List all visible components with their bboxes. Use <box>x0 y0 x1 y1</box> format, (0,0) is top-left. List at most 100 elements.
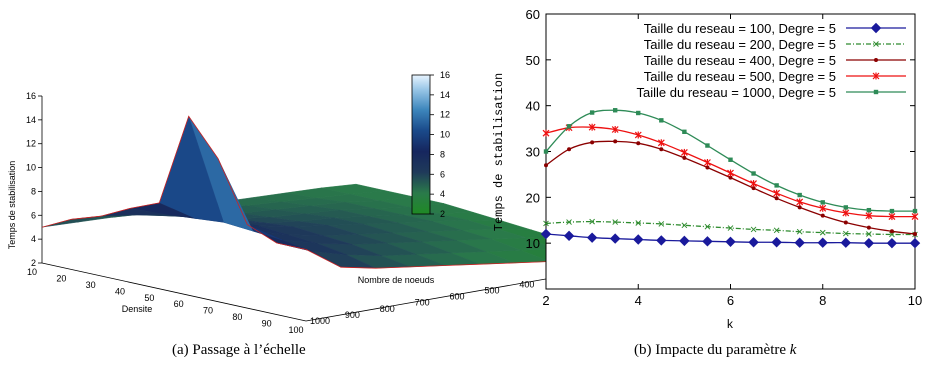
data-point <box>633 234 644 245</box>
data-point <box>774 196 779 201</box>
data-point <box>865 212 873 220</box>
x-tick-label: 60 <box>174 299 184 309</box>
legend-label: Taille du reseau = 1000, Degre = 5 <box>637 85 836 100</box>
colorbar-tick-label: 12 <box>440 110 450 120</box>
y-axis-label: Temps de stabilisation <box>492 73 506 231</box>
axis-ticks: 2 4 6 8 10 10 20 30 40 50 60 <box>526 7 923 308</box>
data-point <box>589 110 595 115</box>
data-point <box>702 236 713 247</box>
data-point <box>912 208 918 214</box>
colorbar-tick-label: 16 <box>440 70 450 80</box>
colorbar-tick-label: 14 <box>440 90 450 100</box>
y-tick-label: 40 <box>526 99 540 114</box>
data-point <box>588 123 596 131</box>
data-point <box>911 213 919 221</box>
data-point <box>704 223 711 230</box>
data-point <box>748 237 759 248</box>
series-1 <box>540 228 921 249</box>
data-point <box>889 229 894 234</box>
data-point <box>635 220 642 226</box>
data-point <box>612 108 618 113</box>
data-point <box>727 169 734 177</box>
series-2 <box>543 218 918 238</box>
z-tick-label: 12 <box>26 139 36 149</box>
data-point <box>863 237 875 249</box>
data-point <box>751 171 756 176</box>
colorbar-gradient <box>411 74 431 215</box>
data-point <box>820 200 825 205</box>
x-tick-label: 100 <box>288 325 303 335</box>
z-tick-label: 4 <box>31 234 36 244</box>
data-point <box>796 198 804 206</box>
data-point <box>820 213 825 218</box>
x-tick-label: 2 <box>542 293 549 308</box>
data-point <box>773 189 781 197</box>
data-point <box>874 58 878 62</box>
data-point <box>566 219 572 225</box>
data-point <box>682 129 687 134</box>
data-point <box>797 192 802 198</box>
data-point <box>544 163 548 168</box>
legend-label: Taille du reseau = 400, Degre = 5 <box>644 53 836 68</box>
y-tick-label: 50 <box>526 53 540 68</box>
data-point <box>611 126 619 133</box>
x-tick-label: 50 <box>144 293 154 303</box>
data-point <box>842 209 850 217</box>
data-point <box>819 204 827 212</box>
data-point <box>909 237 921 249</box>
data-point <box>636 141 641 146</box>
data-point <box>889 231 895 238</box>
colorbar-tick-label: 8 <box>440 149 445 159</box>
x-tick-label: 70 <box>203 306 213 316</box>
data-point <box>819 229 826 236</box>
surface-edge <box>41 115 307 250</box>
colorbar-tick-label: 6 <box>440 169 445 179</box>
y-tick-label: 1000 <box>310 316 330 326</box>
z-tick-label: 8 <box>31 186 36 196</box>
data-point <box>589 218 595 225</box>
legend: Taille du reseau = 100, Degre = 5Taille … <box>637 21 906 100</box>
caption-b-label: (b) <box>634 342 652 358</box>
x-tick-label: 4 <box>635 293 642 308</box>
data-point <box>543 220 549 227</box>
data-point <box>727 225 734 231</box>
data-point <box>590 140 595 145</box>
data-point <box>543 149 549 154</box>
data-point <box>542 129 550 137</box>
data-point <box>705 165 710 170</box>
data-point <box>797 205 802 210</box>
data-point <box>771 237 782 248</box>
colorbar-tick-label: 2 <box>440 209 445 219</box>
y-tick-label: 700 <box>415 298 430 308</box>
data-point <box>659 147 664 152</box>
y-tick-label: 20 <box>526 190 540 205</box>
data-point <box>659 118 664 123</box>
z-tick-label: 6 <box>31 210 36 220</box>
y-tick-label: 800 <box>380 304 395 314</box>
x-axis-label: k <box>726 318 733 332</box>
data-point <box>913 232 917 236</box>
data-point <box>773 227 780 234</box>
x-axis-label: Densite <box>122 304 153 314</box>
y-axis-label: Nombre de noeuds <box>358 275 435 285</box>
colorbar-tick-label: 10 <box>440 130 450 140</box>
x-tick-label: 10 <box>908 293 922 308</box>
data-point <box>750 180 757 188</box>
series-4 <box>542 123 919 221</box>
data-point <box>634 131 642 139</box>
x-tick-label: 20 <box>56 273 66 283</box>
data-point <box>842 230 849 237</box>
data-point <box>725 236 736 247</box>
data-point <box>774 183 779 188</box>
x-tick-label: 30 <box>86 280 96 290</box>
x-axis-line <box>41 262 307 322</box>
data-point <box>658 221 665 227</box>
z-tick-label: 16 <box>26 91 36 101</box>
data-point <box>705 143 710 148</box>
data-point <box>682 155 687 160</box>
x-tick-label: 40 <box>115 286 125 296</box>
legend-item: Taille du reseau = 1000, Degre = 5 <box>637 85 906 100</box>
surface-facet <box>41 215 107 228</box>
caption-a: (a) Passage à l’échelle <box>172 342 306 359</box>
